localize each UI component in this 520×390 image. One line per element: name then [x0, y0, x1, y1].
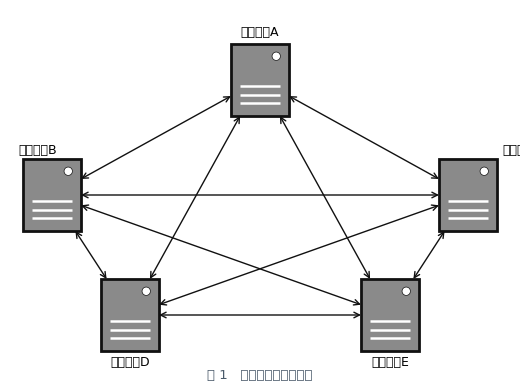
Text: 传统应用C: 传统应用C [502, 144, 520, 157]
Bar [101, 279, 159, 351]
Circle shape [272, 52, 280, 60]
Text: 传统应用B: 传统应用B [18, 144, 57, 157]
Circle shape [64, 167, 72, 176]
Text: 传统应用D: 传统应用D [110, 356, 150, 369]
Bar [439, 159, 497, 231]
Bar [231, 44, 289, 116]
Bar [361, 279, 419, 351]
Circle shape [480, 167, 488, 176]
Text: 传统应用A: 传统应用A [241, 26, 279, 39]
Text: 图 1   系统接口网状关系图: 图 1 系统接口网状关系图 [207, 369, 313, 382]
Circle shape [142, 287, 150, 295]
Text: 传统应用E: 传统应用E [371, 356, 409, 369]
Circle shape [402, 287, 410, 295]
Bar [23, 159, 81, 231]
